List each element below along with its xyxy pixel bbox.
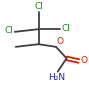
Text: Cl: Cl [61,24,70,33]
Text: O: O [81,56,87,65]
Text: H₂N: H₂N [48,73,65,82]
Text: Cl: Cl [34,2,43,11]
Text: O: O [57,36,64,46]
Text: Cl: Cl [4,26,13,35]
